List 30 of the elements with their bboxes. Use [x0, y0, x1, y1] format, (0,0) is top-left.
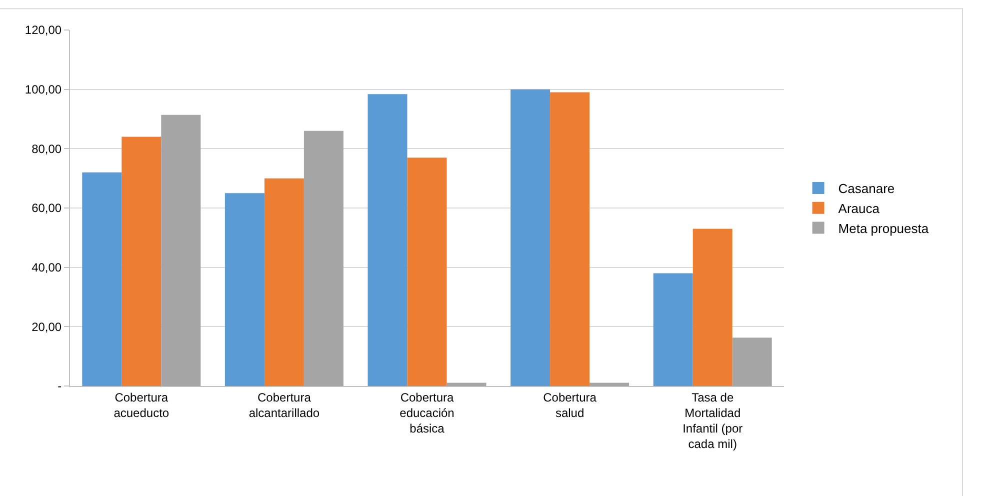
bar: [304, 130, 344, 386]
bar: [590, 382, 630, 386]
y-tick-label: 100,00: [24, 82, 62, 97]
bar: [82, 172, 122, 386]
legend-label: Meta propuesta: [838, 220, 930, 236]
bar: [446, 382, 486, 386]
bar: [732, 338, 772, 386]
bar: [653, 273, 693, 386]
y-tick-label: 120,00: [24, 23, 62, 38]
y-tick-label: 80,00: [32, 142, 62, 156]
x-tick-label: Cobertura acueducto: [114, 390, 170, 420]
x-tick-label: Cobertura alcantarillado: [248, 390, 320, 420]
y-tick-label: -: [58, 379, 62, 394]
bar: [224, 193, 264, 386]
y-tick-label: 20,00: [32, 320, 62, 334]
bar: [161, 114, 201, 386]
x-tick-label: Tasa de Mortalidad Infantil (por cada mil): [682, 390, 743, 452]
x-tick-label: Cobertura educación básica: [400, 390, 454, 436]
bar: [692, 228, 732, 386]
y-tick-label: 60,00: [32, 201, 62, 216]
x-tick-label: Cobertura salud: [543, 390, 597, 420]
legend-label: Casanare: [838, 181, 895, 196]
bar: [264, 178, 304, 386]
bar: [122, 136, 162, 386]
bar: [368, 94, 408, 386]
bar: [550, 92, 590, 386]
y-tick-label: 40,00: [32, 260, 62, 275]
bar: [407, 158, 447, 386]
legend-label: Arauca: [838, 200, 880, 216]
bar: [510, 89, 550, 386]
